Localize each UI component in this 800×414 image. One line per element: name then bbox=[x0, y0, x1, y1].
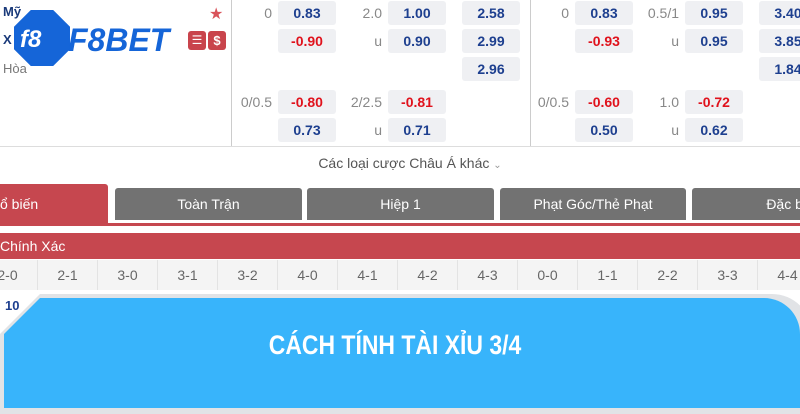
handicap-line: 0 bbox=[264, 5, 272, 21]
handicap-line: 0/0.5 bbox=[240, 94, 272, 110]
score-column: 2-0 bbox=[0, 260, 38, 290]
total-line: u bbox=[671, 122, 679, 138]
more-asian-label: Các loại cược Châu Á khác bbox=[318, 155, 490, 171]
divider bbox=[530, 0, 531, 146]
total-line: 1.0 bbox=[659, 94, 679, 110]
handicap-odds[interactable]: -0.93 bbox=[575, 29, 633, 53]
odds-value: 10 bbox=[5, 298, 20, 313]
score-column: 0-0 bbox=[518, 260, 578, 290]
total-odds[interactable]: 0.62 bbox=[685, 118, 743, 142]
total-odds[interactable]: 0.71 bbox=[388, 118, 446, 142]
score-column: 4-0 bbox=[278, 260, 338, 290]
score-column: 1-1 bbox=[578, 260, 638, 290]
banner-title: CÁCH TÍNH TÀI XỈU 3/4 bbox=[268, 330, 522, 360]
total-odds[interactable]: -0.81 bbox=[388, 90, 446, 114]
handicap-odds[interactable]: -0.60 bbox=[575, 90, 633, 114]
total-line: 0.5/1 bbox=[647, 5, 679, 21]
1x2-odds[interactable]: 1.84 bbox=[759, 57, 800, 81]
handicap-odds[interactable]: 0.50 bbox=[575, 118, 633, 142]
title-banner bbox=[4, 298, 800, 408]
1x2-odds[interactable]: 2.58 bbox=[462, 1, 520, 25]
total-line: u bbox=[374, 122, 382, 138]
section-header: Chính Xác bbox=[0, 233, 800, 259]
score-column: 2-2 bbox=[638, 260, 698, 290]
total-line: u bbox=[374, 33, 382, 49]
team1-name: Mỹ bbox=[3, 4, 22, 19]
draw-label: Hòa bbox=[3, 61, 27, 76]
total-line: 2/2.5 bbox=[350, 94, 382, 110]
total-odds[interactable]: 0.95 bbox=[685, 1, 743, 25]
score-column: 3-3 bbox=[698, 260, 758, 290]
total-odds[interactable]: -0.72 bbox=[685, 90, 743, 114]
1x2-odds[interactable]: 2.99 bbox=[462, 29, 520, 53]
tab-first-half[interactable]: Hiệp 1 bbox=[307, 188, 494, 220]
score-column: 3-1 bbox=[158, 260, 218, 290]
more-asian-bets-toggle[interactable]: Các loại cược Châu Á khác ⌄ bbox=[0, 155, 800, 171]
brand-name: F8BET bbox=[68, 22, 170, 58]
total-odds[interactable]: 0.95 bbox=[685, 29, 743, 53]
total-odds[interactable]: 0.90 bbox=[388, 29, 446, 53]
score-column: 2-1 bbox=[38, 260, 98, 290]
tab-underline bbox=[0, 223, 800, 226]
handicap-odds[interactable]: 0.83 bbox=[575, 1, 633, 25]
1x2-odds[interactable]: 3.85 bbox=[759, 29, 800, 53]
handicap-odds[interactable]: 0.73 bbox=[278, 118, 336, 142]
score-column: 4-3 bbox=[458, 260, 518, 290]
tab-popular[interactable]: ổ biến bbox=[0, 184, 108, 224]
brand-logo bbox=[14, 10, 70, 66]
score-column: 4-1 bbox=[338, 260, 398, 290]
star-icon[interactable]: ★ bbox=[209, 6, 224, 23]
divider bbox=[0, 146, 800, 147]
chevron-down-icon: ⌄ bbox=[493, 160, 502, 171]
1x2-odds[interactable]: 3.40 bbox=[759, 1, 800, 25]
handicap-line: 0/0.5 bbox=[537, 94, 569, 110]
handicap-odds[interactable]: -0.80 bbox=[278, 90, 336, 114]
dollar-icon[interactable]: $ bbox=[208, 31, 226, 50]
tab-special[interactable]: Đặc bi bbox=[692, 188, 800, 220]
handicap-odds[interactable]: -0.90 bbox=[278, 29, 336, 53]
handicap-line bbox=[232, 29, 272, 53]
score-column: 3-0 bbox=[98, 260, 158, 290]
total-line: u bbox=[671, 33, 679, 49]
score-column: 4-2 bbox=[398, 260, 458, 290]
team2-name: X bbox=[3, 32, 12, 47]
score-column: 4-4 bbox=[758, 260, 800, 290]
total-line: 2.0 bbox=[362, 5, 382, 21]
logo-mark: f8 bbox=[20, 26, 42, 53]
handicap-line bbox=[529, 29, 569, 53]
tab-full-match[interactable]: Toàn Trận bbox=[115, 188, 302, 220]
score-column: 3-2 bbox=[218, 260, 278, 290]
handicap-line bbox=[232, 118, 272, 142]
handicap-odds[interactable]: 0.83 bbox=[278, 1, 336, 25]
divider bbox=[231, 0, 232, 146]
1x2-odds[interactable]: 2.96 bbox=[462, 57, 520, 81]
total-odds[interactable]: 1.00 bbox=[388, 1, 446, 25]
handicap-line bbox=[529, 118, 569, 142]
stats-icon[interactable]: ☰ bbox=[188, 31, 206, 50]
handicap-line: 0 bbox=[561, 5, 569, 21]
tab-corners-cards[interactable]: Phạt Góc/Thẻ Phạt bbox=[500, 188, 686, 220]
